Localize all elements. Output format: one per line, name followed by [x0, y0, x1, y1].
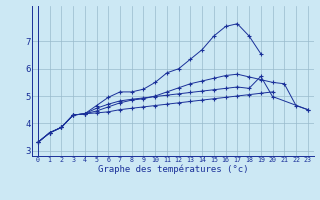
X-axis label: Graphe des températures (°c): Graphe des températures (°c)	[98, 165, 248, 174]
